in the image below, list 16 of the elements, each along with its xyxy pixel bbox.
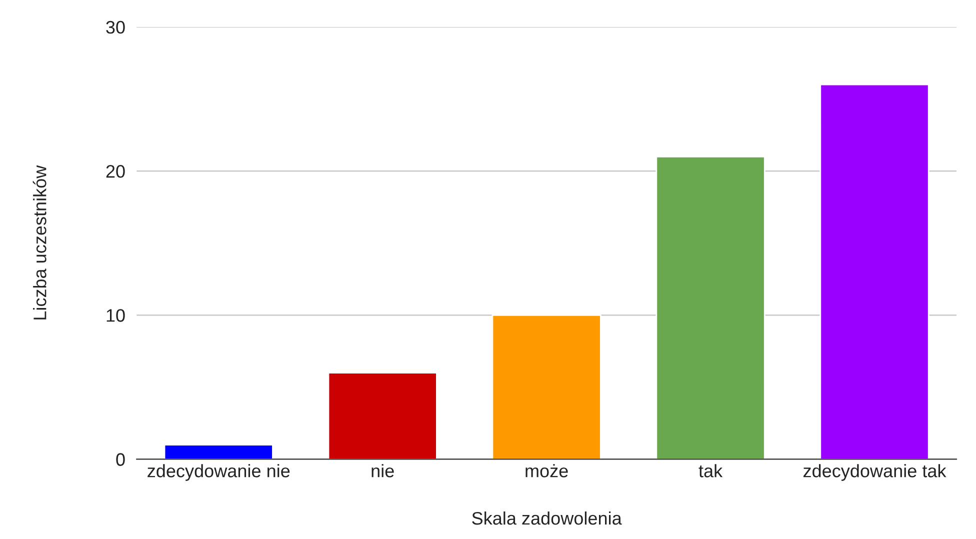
bar xyxy=(820,84,930,460)
x-tick-label: zdecydowanie nie xyxy=(148,464,290,481)
y-tick-label: 30 xyxy=(106,20,125,34)
x-tick-label: może xyxy=(526,464,568,478)
x-tick-label: tak xyxy=(698,464,723,478)
y-tick-label: 10 xyxy=(106,309,125,322)
x-axis-title: Skala zadowolenia xyxy=(472,511,622,525)
y-tick-label: 0 xyxy=(116,453,125,466)
x-tick-label: nie xyxy=(372,464,394,478)
bar xyxy=(656,156,766,460)
y-tick-label: 20 xyxy=(106,164,125,178)
bar xyxy=(328,372,438,460)
x-tick-label: zdecydowanie tak xyxy=(803,464,946,481)
y-axis-title: Liczba uczestników xyxy=(32,165,46,320)
bar xyxy=(164,444,274,460)
bar xyxy=(492,314,602,460)
